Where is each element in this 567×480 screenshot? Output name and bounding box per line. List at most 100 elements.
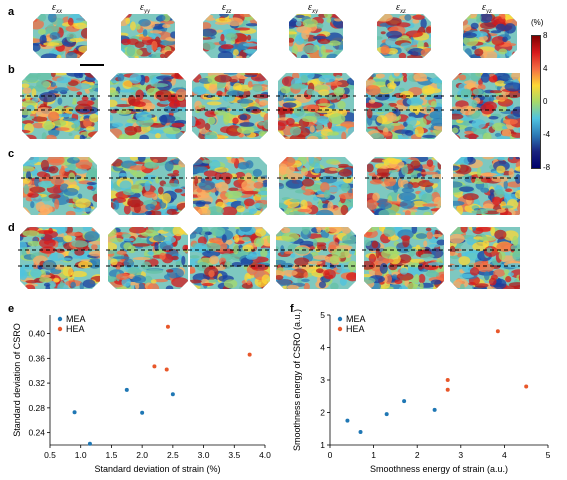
- scale-bar: [80, 64, 104, 66]
- strain-map: [367, 157, 441, 215]
- x-tick-label: 5: [546, 450, 551, 460]
- panel-label-c: c: [8, 148, 15, 160]
- data-point-mea: [87, 441, 92, 446]
- panel-label-d: d: [8, 222, 15, 234]
- y-tick-label: 2: [320, 408, 325, 418]
- data-point-hea: [152, 364, 157, 369]
- strain-map: [23, 157, 97, 215]
- strain-map: [20, 227, 100, 289]
- data-point-hea: [495, 329, 500, 334]
- strain-map: [366, 73, 442, 139]
- y-tick-label: 1: [320, 440, 325, 450]
- x-tick-label: 1.0: [75, 450, 87, 460]
- data-point-hea: [524, 384, 529, 389]
- strain-map: [364, 227, 444, 289]
- y-tick-label: 3: [320, 375, 325, 385]
- data-point-mea: [345, 418, 350, 423]
- x-tick-label: 0.5: [44, 450, 56, 460]
- strain-map: [121, 14, 175, 58]
- x-tick-label: 2.0: [136, 450, 148, 460]
- x-tick-label: 3.5: [228, 450, 240, 460]
- legend-marker-mea: [337, 316, 343, 322]
- data-point-mea: [124, 387, 129, 392]
- strain-map: [33, 14, 87, 58]
- strain-map: [278, 73, 354, 139]
- data-point-mea: [384, 412, 389, 417]
- legend-label-hea: HEA: [346, 324, 365, 334]
- data-point-mea: [402, 399, 407, 404]
- column-header-xz: εxz: [396, 2, 406, 15]
- y-tick-label: 4: [320, 343, 325, 353]
- legend-marker-hea: [337, 326, 343, 332]
- colorbar-tick: 4: [543, 64, 548, 73]
- column-header-xx: εxx: [52, 2, 63, 15]
- x-axis-label: Standard deviation of strain (%): [94, 464, 220, 474]
- data-point-hea: [445, 378, 450, 382]
- column-header-yz: εyz: [482, 2, 492, 15]
- strain-map: [453, 157, 520, 215]
- x-tick-label: 4.0: [259, 450, 271, 460]
- legend-label-mea: MEA: [66, 314, 86, 324]
- column-header-zz: εzz: [222, 2, 232, 15]
- strain-map: [279, 157, 353, 215]
- strain-map: [22, 73, 98, 139]
- colorbar: [531, 35, 541, 169]
- colorbar-tick: 0: [543, 97, 548, 106]
- y-axis-label: Standard deviation of CSRO: [12, 323, 22, 437]
- y-tick-label: 0.40: [28, 329, 45, 339]
- x-tick-label: 4: [502, 450, 507, 460]
- data-point-mea: [140, 410, 145, 415]
- scatter-panel-e: 0.5 1.0 1.5 2.0 2.5 3.0 3.5 4.0 0.24 0.28 0.32 0.36…: [12, 314, 271, 474]
- colorbar-tick: -8: [543, 163, 551, 172]
- y-tick-label: 0.28: [28, 403, 45, 413]
- data-point-hea: [165, 324, 170, 329]
- colorbar-tick: 8: [543, 31, 548, 40]
- strain-map: [377, 14, 431, 58]
- colorbar-tick: -4: [543, 130, 551, 139]
- y-axis-label: Smoothness energy of CSRO (a.u.): [292, 309, 302, 451]
- scatter-plots: 0.5 1.0 1.5 2.0 2.5 3.0 3.5 4.0 0.24 0.28 0.32 0.36…: [12, 309, 551, 474]
- x-tick-label: 2: [415, 450, 420, 460]
- data-point-hea: [445, 387, 450, 392]
- x-axis-label: Smoothness energy of strain (a.u.): [370, 464, 508, 474]
- x-tick-label: 3.0: [198, 450, 210, 460]
- strain-map: [110, 73, 186, 139]
- data-point-mea: [72, 410, 77, 415]
- data-point-mea: [170, 392, 175, 397]
- strain-map: [452, 73, 520, 139]
- strain-map: [450, 227, 520, 289]
- data-point-hea: [247, 352, 252, 357]
- x-tick-label: 1.5: [106, 450, 118, 460]
- data-point-hea: [164, 367, 169, 372]
- strain-map: [463, 14, 517, 58]
- y-tick-label: 5: [320, 310, 325, 320]
- panel-label-a: a: [8, 6, 15, 18]
- legend-marker-mea: [57, 316, 63, 322]
- column-header-xy: εxy: [308, 2, 319, 15]
- panel-label-f: f: [290, 303, 294, 315]
- strain-map: [192, 73, 268, 139]
- x-tick-label: 1: [371, 450, 376, 460]
- legend-marker-hea: [57, 326, 63, 332]
- strain-map: [108, 227, 188, 289]
- y-tick-label: 0.32: [28, 378, 45, 388]
- x-tick-label: 3: [458, 450, 463, 460]
- panel-label-b: b: [8, 64, 15, 76]
- data-point-mea: [432, 407, 437, 412]
- strain-map: [276, 227, 356, 289]
- column-header-yy: εyy: [140, 2, 151, 15]
- x-tick-label: 0: [328, 450, 333, 460]
- x-tick-label: 2.5: [167, 450, 179, 460]
- legend-label-mea: MEA: [346, 314, 366, 324]
- strain-map: [193, 157, 267, 215]
- colorbar-unit: (%): [531, 18, 544, 27]
- legend-label-hea: HEA: [66, 324, 85, 334]
- strain-map: [289, 14, 343, 58]
- y-tick-label: 0.24: [28, 428, 45, 438]
- data-point-mea: [358, 430, 363, 434]
- y-tick-label: 0.36: [28, 353, 45, 363]
- strain-map: [190, 227, 270, 289]
- strain-map: [203, 14, 257, 58]
- strain-map: [111, 157, 185, 215]
